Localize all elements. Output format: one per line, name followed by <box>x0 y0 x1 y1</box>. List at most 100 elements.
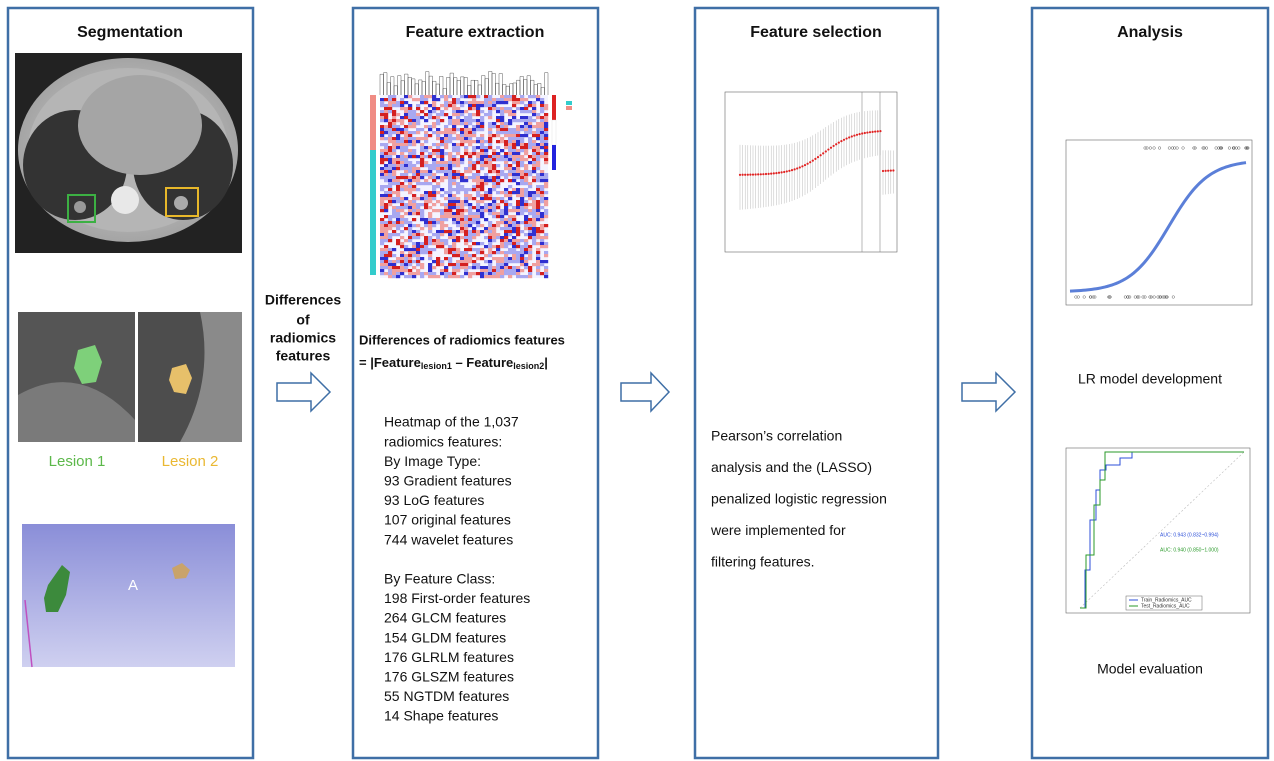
heatmap-cell <box>428 134 433 138</box>
outcome-point <box>1201 146 1205 150</box>
heatmap-cell <box>456 182 461 186</box>
heatmap-cell <box>424 155 429 159</box>
heatmap-cell <box>456 221 461 225</box>
heatmap-cell <box>472 173 477 177</box>
cv-point <box>855 133 859 136</box>
heatmap-cell <box>484 152 489 156</box>
heatmap-cell <box>516 257 521 261</box>
cv-point <box>806 162 809 165</box>
heatmap-cell <box>416 224 421 228</box>
heatmap-cell <box>488 116 493 120</box>
heatmap-cell <box>524 125 529 129</box>
heatmap-cell <box>384 152 389 156</box>
heatmap-cell <box>380 98 385 102</box>
panel-title: Feature selection <box>750 24 882 41</box>
heatmap-cell <box>516 188 521 192</box>
heatmap-cell <box>440 215 445 219</box>
heatmap-cell <box>380 101 385 105</box>
panel-border <box>1030 6 1270 760</box>
heatmap-cell <box>452 131 457 135</box>
heatmap-cell <box>496 152 501 156</box>
heatmap-cell <box>460 254 465 258</box>
heatmap-cell <box>416 233 421 237</box>
heatmap-cell <box>508 155 513 159</box>
heatmap-cell <box>524 227 529 231</box>
heatmap-cell <box>512 239 517 243</box>
heatmap-cell <box>464 248 469 252</box>
heatmap-cell <box>396 113 401 117</box>
heatmap-cell <box>444 152 449 156</box>
heatmap-cell <box>428 95 433 99</box>
heatmap-cell <box>460 104 465 108</box>
heatmap-cell <box>512 131 517 135</box>
heatmap-cell <box>384 125 389 129</box>
heatmap-cell <box>388 161 393 165</box>
heatmap-cell <box>496 101 501 105</box>
heatmap-cell <box>428 116 433 120</box>
cv-point <box>783 170 786 174</box>
heatmap-cell <box>496 164 501 168</box>
heatmap-cell <box>488 158 493 162</box>
heatmap-cell <box>408 248 413 252</box>
heatmap-cell <box>432 239 437 243</box>
heatmap-cell <box>428 248 433 252</box>
heatmap-cell <box>412 125 417 129</box>
heatmap-cell <box>436 176 441 180</box>
heatmap-cell <box>496 131 501 135</box>
heatmap-cell <box>468 95 473 99</box>
heatmap-cell <box>420 212 425 216</box>
heatmap-cell <box>432 164 437 168</box>
heatmap-cell <box>396 212 401 216</box>
heatmap-cell <box>484 113 489 117</box>
heatmap-cell <box>444 167 449 171</box>
heatmap-cell <box>492 275 497 279</box>
heatmap-cell <box>516 227 521 231</box>
heatmap-cell <box>532 164 537 168</box>
heatmap-cell <box>388 182 393 186</box>
heatmap-cell <box>404 257 409 261</box>
heatmap-cell <box>488 143 493 147</box>
heatmap-cell <box>428 125 433 129</box>
heatmap-cell <box>404 158 409 162</box>
heatmap-cell <box>492 239 497 243</box>
heatmap-cell <box>440 155 445 159</box>
heatmap-cell <box>484 146 489 150</box>
heatmap-cell <box>452 104 457 108</box>
heatmap-cell <box>416 206 421 210</box>
heatmap-cell <box>412 224 417 228</box>
heatmap-cell <box>408 272 413 276</box>
heatmap-cell <box>500 239 505 243</box>
heatmap-cell <box>476 185 481 189</box>
cv-point <box>796 167 799 170</box>
cv-point <box>751 173 755 176</box>
heatmap-cell <box>520 176 525 180</box>
heatmap-cell <box>496 269 501 273</box>
heatmap-cell <box>476 248 481 252</box>
heatmap-cell <box>412 185 417 189</box>
heatmap-cell <box>420 161 425 165</box>
heatmap-cell <box>420 176 425 180</box>
heatmap-cell <box>540 227 545 231</box>
heatmap-cell <box>400 206 405 210</box>
heatmap-cell <box>392 95 397 99</box>
heatmap-cell <box>384 155 389 159</box>
heatmap-cell <box>544 200 549 204</box>
heatmap-cell <box>436 245 441 249</box>
heatmap-cell <box>452 266 457 270</box>
heatmap-cell <box>456 134 461 138</box>
heatmap-cell <box>508 167 513 171</box>
heatmap-cell <box>388 131 393 135</box>
cv-point <box>775 172 778 175</box>
cv-point <box>827 148 830 151</box>
heatmap-colorbar <box>552 95 556 120</box>
heatmap-cell <box>496 275 501 279</box>
heatmap-cell <box>400 107 405 111</box>
heatmap-cell <box>396 134 401 138</box>
heatmap-cell <box>500 212 505 216</box>
heatmap-cell <box>380 269 385 273</box>
heatmap-cell <box>436 122 441 126</box>
heatmap-cell <box>432 191 437 195</box>
heatmap-cell <box>504 134 509 138</box>
outcome-point <box>1219 146 1223 150</box>
heatmap-cell <box>436 134 441 138</box>
